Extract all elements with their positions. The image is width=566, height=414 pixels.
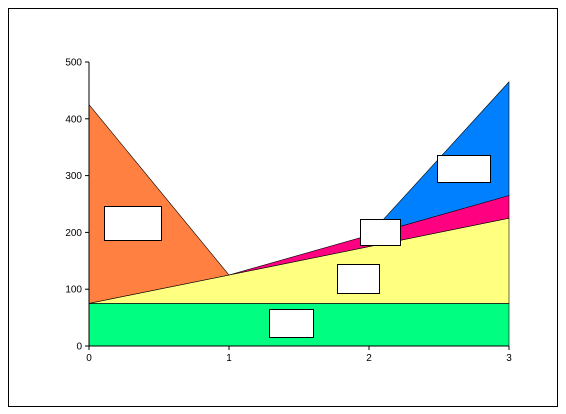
label-box	[269, 309, 314, 338]
label-box	[437, 155, 491, 183]
label-box	[104, 206, 162, 241]
y-tick-label: 300	[65, 171, 82, 182]
x-tick-label: 1	[226, 353, 232, 364]
y-tick-label: 0	[76, 342, 82, 353]
y-tick-label: 200	[65, 228, 82, 239]
label-boxes	[104, 155, 491, 338]
axes: 0 100 200 300 400 500 0 1 2 3	[65, 58, 512, 365]
y-tick-label: 400	[65, 114, 82, 125]
y-tick-label: 100	[65, 285, 82, 296]
x-tick-label: 2	[366, 353, 372, 364]
label-box	[360, 219, 401, 246]
y-tick-label: 500	[65, 58, 82, 69]
x-tick-label: 3	[506, 353, 512, 364]
x-tick-label: 0	[86, 353, 92, 364]
label-box	[337, 264, 380, 294]
